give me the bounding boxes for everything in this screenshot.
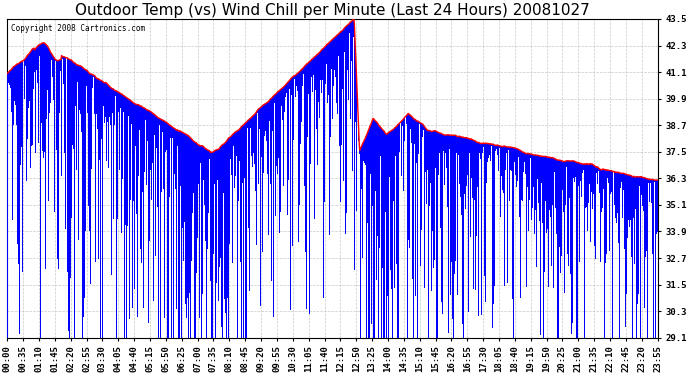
Text: Copyright 2008 Cartronics.com: Copyright 2008 Cartronics.com (10, 24, 145, 33)
Title: Outdoor Temp (vs) Wind Chill per Minute (Last 24 Hours) 20081027: Outdoor Temp (vs) Wind Chill per Minute … (75, 3, 590, 18)
